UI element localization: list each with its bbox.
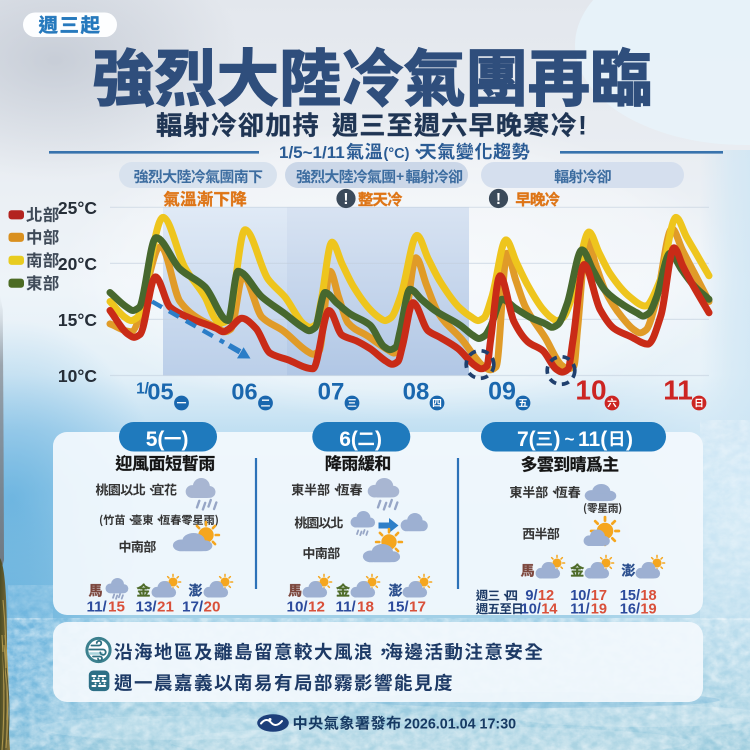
svg-text:10: 10	[575, 375, 606, 406]
svg-text:25°C: 25°C	[58, 198, 97, 218]
svg-text:1/5~1/11: 1/5~1/11	[279, 143, 345, 162]
svg-text:18: 18	[640, 588, 656, 604]
svg-text:!: !	[496, 191, 501, 208]
svg-text:11/: 11/	[336, 599, 357, 616]
svg-text:12: 12	[538, 588, 554, 604]
svg-text:!: !	[578, 111, 587, 141]
svg-text:9/: 9/	[525, 588, 537, 604]
svg-text:14: 14	[541, 601, 558, 617]
svg-text:13/: 13/	[136, 599, 158, 616]
svg-text:10°C: 10°C	[58, 366, 97, 386]
svg-text:(°C): (°C)	[384, 146, 410, 162]
svg-text:16/: 16/	[620, 601, 640, 617]
svg-text:05: 05	[147, 379, 173, 405]
svg-text:17/: 17/	[182, 599, 204, 616]
svg-text:10/: 10/	[287, 599, 309, 616]
svg-text:15/: 15/	[620, 588, 640, 604]
svg-text:17: 17	[591, 588, 607, 604]
svg-text:20: 20	[204, 599, 221, 616]
svg-text:+: +	[396, 168, 404, 184]
svg-text:20°C: 20°C	[58, 254, 97, 274]
svg-text:19: 19	[591, 601, 607, 617]
svg-text:08: 08	[403, 379, 430, 406]
svg-text:10/: 10/	[570, 588, 590, 604]
svg-text:18: 18	[357, 599, 374, 616]
svg-text:06: 06	[231, 379, 257, 405]
svg-text:5(: 5(	[146, 428, 165, 451]
svg-text:2026.01.04 17:30: 2026.01.04 17:30	[404, 716, 516, 732]
svg-text:09: 09	[488, 378, 516, 406]
svg-text:11/: 11/	[87, 599, 108, 616]
svg-text:): )	[554, 428, 561, 451]
svg-text:15°C: 15°C	[58, 310, 97, 330]
svg-text:!: !	[343, 191, 348, 208]
svg-text:10/: 10/	[521, 601, 541, 617]
svg-text:21: 21	[157, 599, 174, 616]
svg-text:11: 11	[663, 375, 693, 406]
svg-text:17: 17	[409, 599, 426, 616]
svg-text:11(: 11(	[578, 428, 607, 451]
svg-text:6(: 6(	[339, 428, 358, 451]
svg-text:): )	[375, 428, 382, 451]
svg-text:11/: 11/	[570, 601, 589, 617]
svg-text:1/: 1/	[136, 381, 150, 398]
svg-text:~: ~	[565, 430, 575, 449]
svg-text:19: 19	[640, 601, 656, 617]
svg-text:): )	[182, 428, 189, 451]
svg-text:7(: 7(	[517, 428, 536, 451]
svg-text:07: 07	[318, 379, 345, 406]
svg-text:15/: 15/	[388, 599, 410, 616]
svg-text:12: 12	[308, 599, 325, 616]
svg-text:): )	[626, 428, 633, 451]
svg-text:15: 15	[108, 599, 125, 616]
